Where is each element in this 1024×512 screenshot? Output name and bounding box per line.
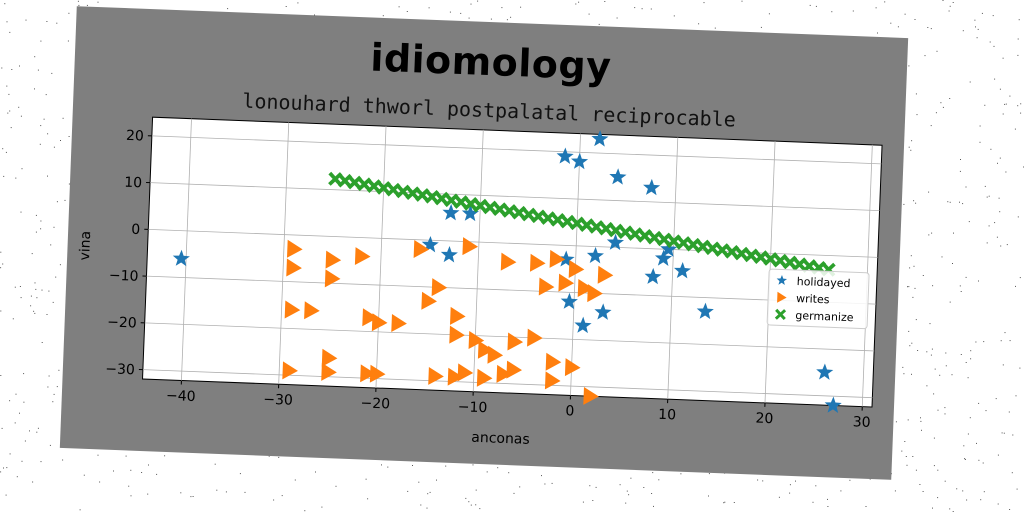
x-tick-label: 30	[852, 414, 870, 431]
legend-label-holidayed: holidayed	[797, 275, 851, 290]
x-tick-label: 10	[658, 407, 676, 424]
y-tick-label: 10	[124, 175, 142, 192]
y-tick-label: 20	[126, 128, 144, 145]
legend-label-germanize: germanize	[795, 309, 854, 324]
y-tick-label: 0	[131, 222, 141, 238]
plot-area: −40 −30 −20 −10 0 10 20 30 −30 −20 −10 0 10 20 ancon…	[60, 6, 908, 480]
y-tick-label: −30	[105, 361, 135, 378]
x-tick-label: 0	[565, 403, 575, 419]
chart-figure: idiomology lonouhard thworl postpalatal …	[60, 6, 908, 480]
legend: holidayed writes germanize	[767, 269, 869, 329]
x-tick-label: −20	[360, 395, 390, 412]
x-tick-label: 20	[755, 411, 773, 428]
y-tick-label: −20	[107, 314, 137, 331]
y-tick-label: −10	[109, 268, 139, 285]
x-tick-label: −10	[458, 399, 488, 416]
y-axis-label: vina	[77, 231, 94, 261]
legend-label-writes: writes	[796, 292, 830, 306]
x-axis-label: anconas	[471, 430, 530, 448]
x-tick-label: −30	[263, 392, 293, 409]
x-tick-label: −40	[166, 388, 196, 405]
